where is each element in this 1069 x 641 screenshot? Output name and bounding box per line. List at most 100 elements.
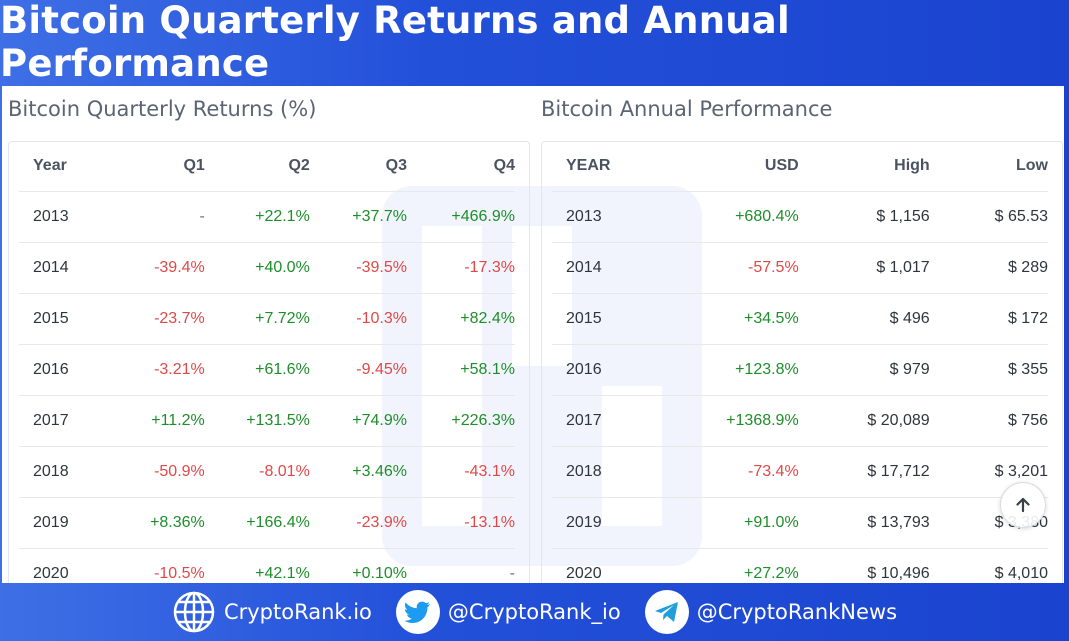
- table-row: 2016 -3.21% +61.6% -9.45% +58.1%: [19, 344, 515, 396]
- year-cell: 2018: [33, 462, 69, 480]
- return-cell: -13.1%: [464, 513, 515, 531]
- year-cell: 2015: [33, 309, 69, 327]
- header-banner: Bitcoin Quarterly Returns and Annual Per…: [0, 0, 1069, 85]
- low-price-cell: $ 3,201: [994, 462, 1048, 480]
- return-cell: +58.1%: [460, 360, 515, 378]
- scroll-to-top-button[interactable]: [1000, 482, 1046, 528]
- year-cell: 2019: [566, 513, 602, 531]
- column-header: USD: [764, 156, 799, 174]
- table-row: 2018 -50.9% -8.01% +3.46% -43.1%: [19, 446, 515, 498]
- table-row: 2018 -73.4% $ 17,712 $ 3,201: [552, 446, 1048, 498]
- twitter-link[interactable]: @CryptoRank_io: [395, 590, 621, 634]
- return-cell: -39.4%: [154, 258, 205, 276]
- page-title: Bitcoin Quarterly Returns and Annual Per…: [0, 0, 790, 85]
- low-price-cell: $ 65.53: [994, 207, 1048, 225]
- quarterly-returns-table: Year Q1 Q2 Q3 Q4 2013 - +22.1% +37.7% +466.9% 2014…: [8, 141, 530, 583]
- year-cell: 2013: [33, 207, 69, 225]
- annual-performance-title: Bitcoin Annual Performance: [541, 97, 833, 121]
- table-row: 2020 +27.2% $ 10,496 $ 4,010: [552, 548, 1048, 583]
- table-header-row: Year Q1 Q2 Q3 Q4: [19, 140, 515, 192]
- table-row: 2016 +123.8% $ 979 $ 355: [552, 344, 1048, 396]
- twitter-handle: @CryptoRank_io: [447, 600, 621, 624]
- globe-icon: [172, 590, 216, 634]
- column-header: Low: [1016, 156, 1048, 174]
- quarterly-returns-title: Bitcoin Quarterly Returns (%): [8, 97, 317, 121]
- website-label: CryptoRank.io: [223, 600, 372, 624]
- return-cell: +8.36%: [150, 513, 205, 531]
- year-cell: 2015: [566, 309, 602, 327]
- year-cell: 2014: [33, 258, 69, 276]
- telegram-plane-icon: [644, 590, 689, 634]
- return-cell: +74.9%: [352, 411, 407, 429]
- return-cell: +11.2%: [151, 411, 205, 429]
- year-cell: 2018: [566, 462, 602, 480]
- table-row: 2015 +34.5% $ 496 $ 172: [552, 293, 1048, 345]
- usd-return-cell: +34.5%: [743, 309, 799, 327]
- return-cell: -50.9%: [154, 462, 205, 480]
- table-row: 2014 -39.4% +40.0% -39.5% -17.3%: [19, 242, 515, 294]
- usd-return-cell: +91.0%: [743, 513, 799, 531]
- column-header: Q2: [288, 156, 310, 174]
- telegram-link[interactable]: @CryptoRankNews: [644, 590, 897, 634]
- return-cell: +82.4%: [460, 309, 515, 327]
- year-cell: 2020: [33, 564, 69, 582]
- return-cell: -8.01%: [259, 462, 310, 480]
- year-cell: 2013: [566, 207, 602, 225]
- return-cell: +166.4%: [246, 513, 310, 531]
- return-cell: -43.1%: [464, 462, 515, 480]
- return-cell: -10.5%: [154, 564, 205, 582]
- return-cell: +42.1%: [255, 564, 310, 582]
- high-price-cell: $ 1,017: [876, 258, 930, 276]
- low-price-cell: $ 4,010: [994, 564, 1048, 582]
- column-header: Year: [33, 156, 67, 174]
- return-cell: -3.21%: [154, 360, 205, 378]
- return-cell: -: [509, 564, 515, 582]
- table-row: 2019 +8.36% +166.4% -23.9% -13.1%: [19, 497, 515, 549]
- return-cell: +131.5%: [246, 411, 310, 429]
- low-price-cell: $ 756: [1007, 411, 1048, 429]
- website-link[interactable]: CryptoRank.io: [172, 590, 372, 634]
- high-price-cell: $ 20,089: [867, 411, 930, 429]
- usd-return-cell: -73.4%: [747, 462, 799, 480]
- year-cell: 2019: [33, 513, 69, 531]
- high-price-cell: $ 10,496: [867, 564, 930, 582]
- return-cell: +226.3%: [451, 411, 515, 429]
- low-price-cell: $ 172: [1007, 309, 1048, 327]
- high-price-cell: $ 1,156: [876, 207, 930, 225]
- table-header-row: YEAR USD High Low: [552, 140, 1048, 192]
- return-cell: +0.10%: [352, 564, 407, 582]
- return-cell: -9.45%: [356, 360, 407, 378]
- column-header: Q4: [493, 156, 515, 174]
- annual-performance-table: YEAR USD High Low 2013 +680.4% $ 1,156 $ 65.53 2…: [541, 141, 1063, 583]
- return-cell: +37.7%: [352, 207, 407, 225]
- table-row: 2013 - +22.1% +37.7% +466.9%: [19, 191, 515, 243]
- table-row: 2013 +680.4% $ 1,156 $ 65.53: [552, 191, 1048, 243]
- year-cell: 2014: [566, 258, 602, 276]
- content-panel: Bitcoin Quarterly Returns (%) Year Q1 Q2 Q3…: [2, 86, 1064, 583]
- table-row: 2019+91.0%$ 13,793$ 3,380: [552, 497, 1048, 549]
- return-cell: +3.46%: [352, 462, 407, 480]
- return-cell: +61.6%: [255, 360, 310, 378]
- high-price-cell: $ 13,793: [867, 513, 930, 531]
- table-row: 2017 +1368.9% $ 20,089 $ 756: [552, 395, 1048, 447]
- high-price-cell: $ 979: [889, 360, 930, 378]
- return-cell: -23.9%: [356, 513, 407, 531]
- year-cell: 2017: [566, 411, 602, 429]
- usd-return-cell: +680.4%: [735, 207, 799, 225]
- return-cell: +40.0%: [255, 258, 310, 276]
- return-cell: +22.1%: [255, 207, 310, 225]
- usd-return-cell: -57.5%: [747, 258, 799, 276]
- table-row: 2017 +11.2% +131.5% +74.9% +226.3%: [19, 395, 515, 447]
- twitter-bird-icon: [395, 590, 440, 634]
- low-price-cell: $ 355: [1007, 360, 1048, 378]
- low-price-cell: $ 289: [1007, 258, 1048, 276]
- high-price-cell: $ 17,712: [867, 462, 930, 480]
- return-cell: +466.9%: [451, 207, 515, 225]
- high-price-cell: $ 496: [889, 309, 930, 327]
- year-cell: 2016: [33, 360, 69, 378]
- return-cell: -23.7%: [154, 309, 205, 327]
- usd-return-cell: +123.8%: [735, 360, 799, 378]
- column-header: Q3: [385, 156, 407, 174]
- return-cell: -10.3%: [356, 309, 407, 327]
- year-cell: 2016: [566, 360, 602, 378]
